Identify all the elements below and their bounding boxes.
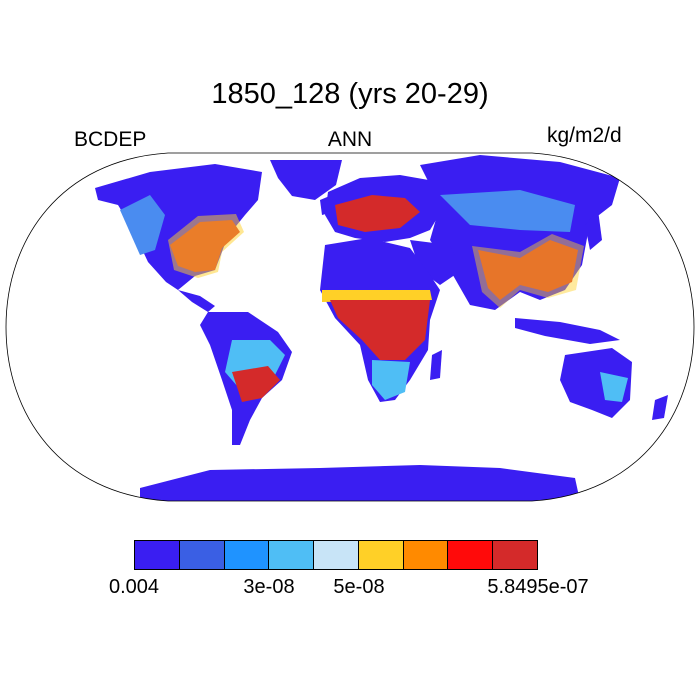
colorbar-bin (403, 541, 449, 569)
colorbar-tick-label: 5.8495e-07 (487, 576, 589, 598)
africa-sahel-mid (322, 290, 432, 302)
colorbar-tick-label: 0.004 (108, 576, 160, 598)
colorbar-bin (224, 541, 270, 569)
season-label: ANN (327, 128, 373, 151)
landmass-uk (320, 195, 334, 215)
asia-ring-mid (472, 234, 584, 308)
landmass-north-america (95, 164, 262, 290)
colorbar-bin (493, 541, 538, 569)
landmass-central-america (178, 290, 215, 312)
plot-title: 1850_128 (yrs 20-29) (211, 78, 489, 110)
colorbar-bin (358, 541, 404, 569)
landmass-antarctica (140, 465, 580, 501)
australia-mid (600, 372, 628, 402)
africa-high (330, 300, 430, 360)
colorbar-bin (269, 541, 315, 569)
africa-south-mid (372, 360, 410, 400)
north-america-ring-mid (168, 214, 244, 278)
landmass-indonesia (515, 318, 620, 344)
colorbar (134, 540, 538, 570)
colorbar-tick-label: 5e-08 (333, 576, 385, 598)
colorbar-bin (314, 541, 359, 569)
variable-label: BCDEP (74, 128, 147, 151)
colorbar-bin (448, 541, 494, 569)
landmass-new-zealand (652, 395, 668, 420)
south-america-high (232, 366, 280, 402)
colorbar-bin (135, 541, 180, 569)
landmass-japan (585, 210, 602, 250)
asia-mid (440, 190, 575, 232)
landmass-middle-east (410, 240, 462, 285)
units-label: kg/m2/d (547, 124, 622, 147)
landmass-greenland (270, 160, 342, 200)
north-america-west-mid (120, 195, 165, 255)
colorbar-tick-label: 3e-08 (243, 576, 295, 598)
asia-south-high (478, 240, 578, 300)
europe-high (335, 195, 420, 232)
map-outline (5, 152, 695, 502)
landmass-madagascar (430, 350, 442, 380)
colorbar-bin (179, 541, 225, 569)
